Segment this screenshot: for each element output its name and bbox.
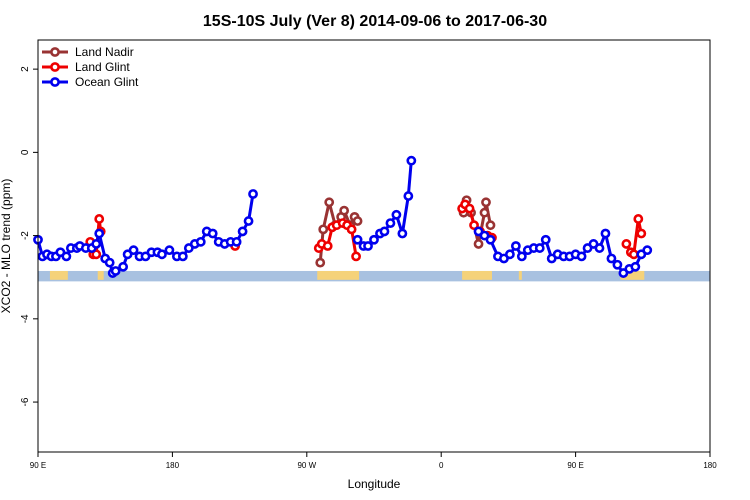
data-point: [391, 209, 402, 220]
data-point: [248, 189, 258, 199]
x-axis: 90 E 180 90 W 0 90 E 180: [30, 452, 717, 470]
data-point: [516, 251, 527, 262]
legend-label: Ocean Glint: [75, 75, 139, 89]
data-point: [110, 266, 121, 276]
data-point: [61, 251, 72, 262]
data-point: [406, 155, 417, 166]
legend-item: Land Nadir: [42, 45, 134, 59]
data-point: [195, 236, 206, 247]
y-tick-label: -2: [20, 231, 31, 240]
data-point: [379, 226, 390, 237]
land-patch: [620, 270, 645, 280]
data-point: [576, 251, 587, 262]
series-ocean-glint: [33, 155, 653, 278]
x-axis-label: Longitude: [348, 477, 401, 491]
data-point: [94, 228, 105, 239]
data-point: [118, 261, 129, 272]
y-tick-label: 0: [20, 149, 31, 155]
legend-label: Land Glint: [75, 60, 130, 74]
ocean-land-band: [38, 270, 710, 282]
data-point: [128, 245, 139, 256]
data-point: [104, 257, 115, 268]
data-point: [324, 197, 335, 208]
data-point: [397, 228, 408, 239]
y-tick-label: -6: [20, 397, 31, 406]
data-point: [481, 197, 491, 208]
data-point: [606, 253, 617, 264]
data-point: [469, 220, 479, 231]
data-point: [636, 228, 647, 239]
y-axis-label: XCO2 - MLO trend (ppm): [0, 179, 13, 314]
data-point: [642, 245, 653, 256]
land-patch: [49, 270, 68, 280]
data-point: [510, 241, 521, 251]
data-point: [94, 214, 105, 224]
data-point: [164, 245, 175, 256]
data-point: [473, 239, 484, 249]
data-point: [351, 251, 361, 262]
x-tick-label: 180: [166, 461, 180, 470]
data-point: [621, 239, 632, 249]
data-point: [540, 234, 551, 245]
data-point: [628, 249, 639, 260]
data-point: [91, 239, 102, 249]
data-point: [231, 236, 242, 247]
legend-item: Ocean Glint: [42, 75, 139, 89]
data-point: [157, 249, 167, 260]
x-tick-label: 180: [703, 461, 717, 470]
data-point: [630, 261, 641, 272]
legend-marker: [50, 47, 60, 57]
data-point: [352, 234, 363, 245]
data-point: [479, 207, 490, 218]
x-tick-label: 90 E: [30, 461, 46, 470]
data-point: [594, 243, 605, 253]
data-point: [322, 241, 333, 251]
data-point: [385, 218, 396, 229]
data-point: [403, 191, 414, 201]
land-patch: [518, 270, 522, 280]
series-layer: [33, 155, 653, 278]
data-point: [534, 243, 545, 253]
land-patch: [317, 270, 360, 280]
data-point: [485, 234, 496, 245]
data-point: [318, 224, 329, 235]
data-point: [363, 241, 373, 251]
data-point: [207, 228, 218, 239]
data-point: [243, 216, 254, 226]
x-tick-label: 0: [439, 461, 444, 470]
data-point: [504, 249, 515, 260]
chart-title: 15S-10S July (Ver 8) 2014-09-06 to 2017-…: [203, 13, 547, 30]
x-tick-label: 90 E: [567, 461, 583, 470]
x-tick-label: 90 W: [297, 461, 316, 470]
y-tick-label: -4: [20, 314, 31, 323]
legend-marker: [50, 77, 60, 87]
data-point: [237, 226, 248, 237]
data-point: [369, 234, 379, 245]
data-point: [315, 257, 326, 268]
data-point: [464, 203, 475, 214]
data-point: [346, 224, 357, 235]
data-point: [177, 251, 188, 262]
plot-frame: [37, 39, 711, 453]
y-tick-label: 2: [20, 66, 31, 72]
data-point: [352, 216, 363, 226]
data-point: [612, 259, 623, 270]
legend-label: Land Nadir: [75, 45, 134, 59]
legend-marker: [50, 62, 60, 72]
data-point: [633, 214, 644, 224]
data-point: [339, 205, 350, 216]
data-point: [485, 220, 496, 231]
land-patch: [462, 270, 492, 280]
y-axis: 2 0 -2 -4 -6: [20, 66, 38, 407]
data-point: [600, 228, 611, 239]
data-point: [91, 249, 102, 260]
legend-item: Land Glint: [42, 60, 130, 74]
ocean-band: [38, 270, 710, 282]
land-patch: [97, 270, 104, 280]
